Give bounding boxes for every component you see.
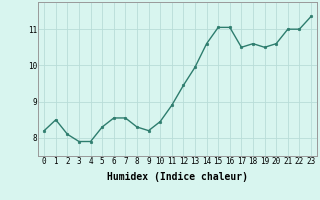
X-axis label: Humidex (Indice chaleur): Humidex (Indice chaleur): [107, 172, 248, 182]
